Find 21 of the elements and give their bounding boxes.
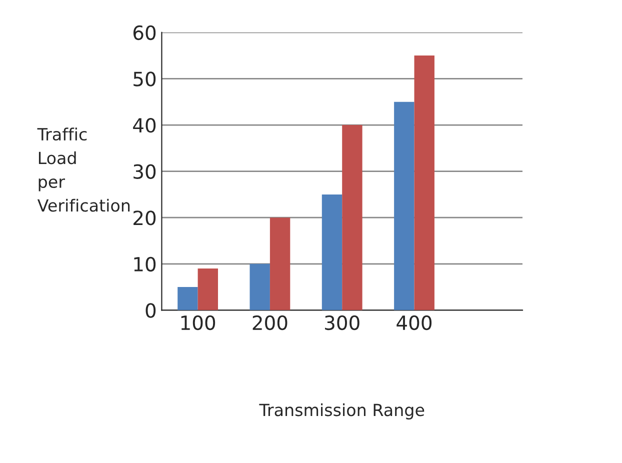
bar — [394, 102, 414, 310]
bar — [178, 287, 198, 310]
bar — [342, 125, 362, 310]
bar — [250, 264, 270, 310]
y-tick-label: 30 — [134, 164, 156, 179]
bar — [270, 218, 290, 310]
x-tick-label: 200 — [252, 315, 288, 330]
x-axis-title: Transmission Range — [259, 403, 424, 420]
x-tick-label: 400 — [396, 315, 432, 330]
y-axis-title: Traffic Load per Verification — [37, 128, 130, 212]
bar — [322, 194, 342, 310]
y-tick-label: 0 — [146, 303, 156, 318]
y-tick-label: 50 — [134, 72, 156, 86]
y-tick-label: 60 — [133, 25, 156, 40]
x-tick-label: 100 — [181, 315, 216, 330]
bar — [198, 268, 218, 310]
y-tick-label: 20 — [134, 210, 156, 226]
bar — [414, 56, 434, 310]
y-tick-label: 10 — [134, 256, 156, 272]
y-tick-label: 40 — [133, 118, 156, 133]
x-tick-label: 300 — [325, 315, 360, 330]
